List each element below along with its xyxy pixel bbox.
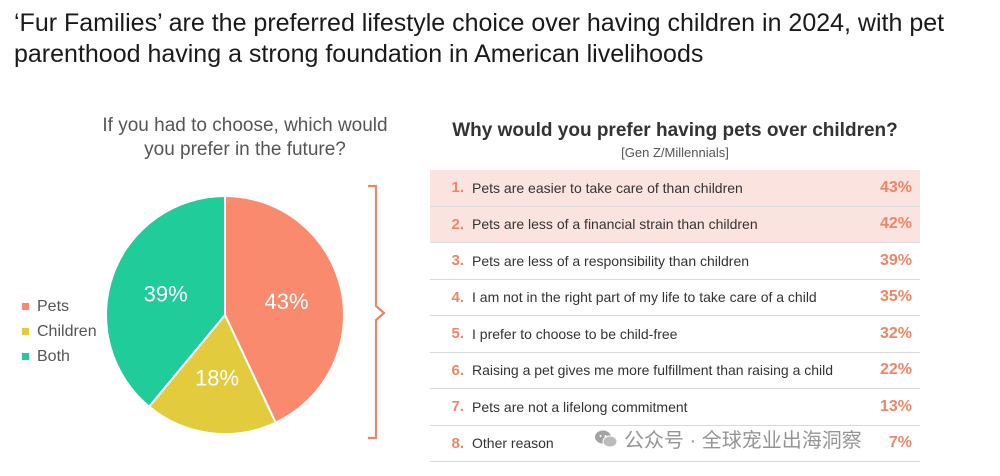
reason-text: Pets are less of a responsibility than c…	[472, 252, 750, 269]
reason-row: 2. Pets are less of a financial strain th…	[430, 206, 920, 243]
legend-swatch	[22, 328, 29, 335]
reason-text: Other reason	[472, 435, 554, 452]
reason-percent: 32%	[879, 324, 912, 342]
pie-label-both: 39%	[144, 282, 188, 307]
pie-label-pets: 43%	[265, 289, 309, 314]
legend-label: Children	[37, 322, 97, 340]
reason-rank: 2.	[451, 215, 464, 233]
pie-legend: Pets Children Both	[22, 294, 97, 369]
reason-row: 8. Other reason 7%	[430, 426, 920, 462]
bracket-connector	[368, 184, 386, 440]
legend-swatch	[22, 353, 29, 360]
wechat-icon	[595, 430, 618, 447]
reason-percent: 13%	[879, 397, 912, 415]
reason-text: Pets are easier to take care of than chi…	[472, 179, 743, 196]
pie-slice-both	[105, 194, 226, 409]
reason-rank: 6.	[451, 361, 464, 379]
reason-percent: 39%	[879, 251, 912, 269]
pie-label-children: 18%	[195, 366, 239, 391]
reason-row: 7. Pets are not a lifelong commitment 13%	[430, 389, 920, 426]
reasons-table: 1. Pets are easier to take care of than c…	[430, 170, 920, 462]
reasons-title: Why would you prefer having pets over ch…	[452, 120, 898, 141]
reason-row: 3. Pets are less of a responsibility than…	[430, 243, 920, 280]
reason-row: 1. Pets are easier to take care of than c…	[430, 170, 920, 207]
reason-rank: 4.	[451, 288, 464, 306]
legend-item-children: Children	[22, 319, 97, 344]
legend-label: Pets	[37, 297, 70, 315]
pie-slice-pets	[224, 194, 345, 425]
watermark: 公众号 · 全球宠业出海洞察	[594, 424, 862, 453]
reason-rank: 3.	[451, 252, 464, 270]
reason-row: 4. I am not in the right part of my life …	[430, 280, 920, 316]
reason-rank: 7.	[451, 398, 464, 416]
reason-percent: 7%	[888, 434, 912, 452]
reason-percent: 42%	[879, 215, 912, 233]
reason-rank: 5.	[451, 325, 464, 343]
reason-percent: 35%	[879, 288, 912, 306]
reason-row: 5. I prefer to choose to be child-free 32%	[430, 316, 920, 353]
pie-chart: 43% 18% 39%	[105, 194, 345, 435]
reasons-subtitle: [Gen Z/Millennials]	[621, 145, 729, 160]
reason-percent: 22%	[879, 361, 912, 379]
reason-row: 6. Raising a pet gives me more fulfillmen…	[430, 353, 920, 389]
legend-item-both: Both	[22, 344, 97, 369]
legend-swatch	[22, 303, 29, 310]
reason-rank: 1.	[451, 179, 464, 197]
reason-percent: 43%	[879, 178, 912, 196]
reason-text: Pets are not a lifelong commitment	[472, 398, 688, 415]
reason-text: Raising a pet gives me more fulfillment …	[472, 362, 834, 379]
legend-label: Both	[37, 347, 70, 365]
legend-item-pets: Pets	[22, 294, 97, 319]
page-title: ‘Fur Families’ are the preferred lifesty…	[14, 9, 945, 68]
reason-text: I prefer to choose to be child-free	[472, 325, 678, 342]
reason-text: I am not in the right part of my life to…	[472, 289, 817, 306]
reason-rank: 8.	[451, 434, 464, 452]
reason-text: Pets are less of a financial strain than…	[472, 216, 758, 233]
pie-slice-children	[147, 313, 277, 435]
pie-question: If you had to choose, which would you pr…	[102, 115, 388, 160]
watermark-text: 公众号 · 全球宠业出海洞察	[624, 430, 862, 452]
